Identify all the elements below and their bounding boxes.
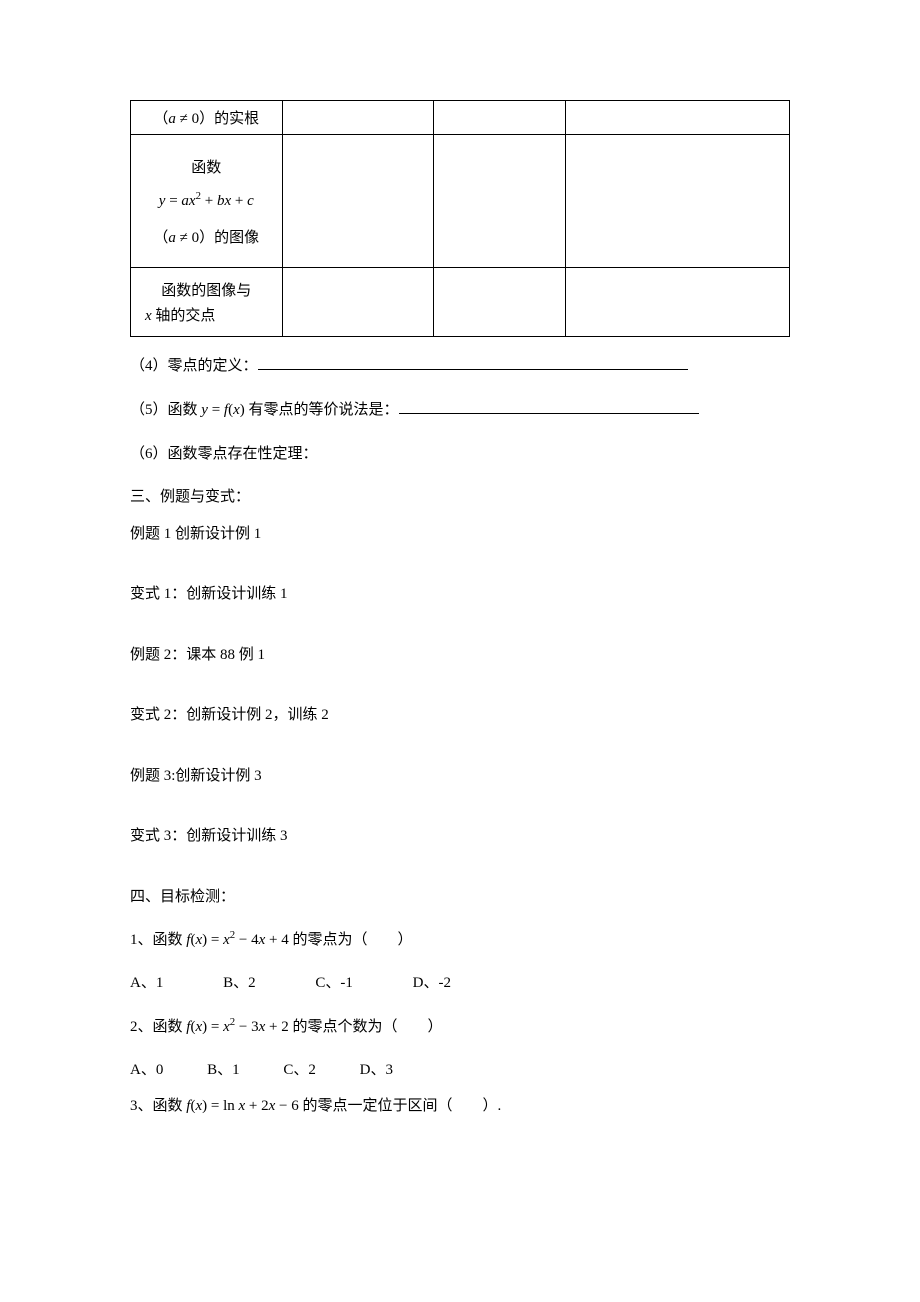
- section-3-title: 三、例题与变式：: [130, 483, 790, 512]
- cell-empty: [282, 268, 434, 337]
- math: ≠ 0: [176, 111, 199, 127]
- cell-empty: [565, 101, 789, 135]
- math: y = f(x): [201, 402, 244, 418]
- q1: 1、函数 f(x) = x2 − 4x + 4 的零点为（ ）: [130, 925, 790, 955]
- option-a: A、0: [130, 1056, 163, 1085]
- text: ）的实根: [199, 111, 259, 127]
- option-c: C、-1: [315, 969, 353, 998]
- variant-3: 变式 3：创新设计训练 3: [130, 822, 790, 851]
- cell-empty: [282, 135, 434, 268]
- cell-func-graph-label: 函数 y = ax2 + bx + c （a ≠ 0）的图像: [131, 135, 283, 268]
- q3: 3、函数 f(x) = ln x + 2x − 6 的零点一定位于区间（ ）.: [130, 1092, 790, 1121]
- text: 函数的图像与: [161, 279, 251, 300]
- text: 2、函数: [130, 1019, 186, 1035]
- text: （: [153, 230, 168, 246]
- math: f(x) = x2 − 4x + 4: [186, 932, 289, 948]
- text: 轴的交点: [152, 308, 216, 324]
- text: （4）零点的定义：: [130, 358, 258, 374]
- text: 1、函数: [130, 932, 186, 948]
- option-b: B、2: [223, 969, 256, 998]
- math: y = ax2 + bx + c: [159, 193, 254, 210]
- table-row: 函数 y = ax2 + bx + c （a ≠ 0）的图像: [131, 135, 790, 268]
- concept-table: （a ≠ 0）的实根 函数 y = ax2 + bx + c （a ≠ 0）的图…: [130, 100, 790, 337]
- text: 的零点为（ ）: [289, 932, 413, 948]
- variant-2: 变式 2：创新设计例 2，训练 2: [130, 701, 790, 730]
- text: （: [153, 111, 168, 127]
- text: 的零点一定位于区间（ ）.: [299, 1098, 502, 1114]
- cell-empty: [282, 101, 434, 135]
- example-1: 例题 1 创新设计例 1: [130, 520, 790, 549]
- text: x 轴的交点: [139, 304, 215, 325]
- q1-options: A、1 B、2 C、-1 D、-2: [130, 969, 790, 998]
- option-d: D、-2: [413, 969, 451, 998]
- text: （6）函数零点存在性定理：: [130, 446, 318, 462]
- fill-q4: （4）零点的定义：: [130, 351, 790, 381]
- text: 的零点个数为（ ）: [289, 1019, 443, 1035]
- fill-q5: （5）函数 y = f(x) 有零点的等价说法是：: [130, 395, 790, 425]
- fill-q6: （6）函数零点存在性定理：: [130, 439, 790, 469]
- cell-empty: [565, 268, 789, 337]
- option-b: B、1: [207, 1056, 240, 1085]
- blank-line: [258, 356, 688, 371]
- cell-empty: [434, 268, 566, 337]
- text: 函数: [191, 156, 221, 177]
- option-a: A、1: [130, 969, 163, 998]
- text: 3、函数: [130, 1098, 186, 1114]
- text: （5）函数: [130, 402, 201, 418]
- cell-empty: [434, 135, 566, 268]
- math: a: [168, 111, 176, 127]
- section-4-title: 四、目标检测：: [130, 883, 790, 912]
- math: x: [145, 308, 152, 324]
- text: 有零点的等价说法是：: [245, 402, 399, 418]
- math: f(x) = ln x + 2x − 6: [186, 1098, 299, 1114]
- table-row: （a ≠ 0）的实根: [131, 101, 790, 135]
- page: （a ≠ 0）的实根 函数 y = ax2 + bx + c （a ≠ 0）的图…: [0, 0, 920, 1189]
- cell-roots-label: （a ≠ 0）的实根: [131, 101, 283, 135]
- q2: 2、函数 f(x) = x2 − 3x + 2 的零点个数为（ ）: [130, 1012, 790, 1042]
- option-c: C、2: [283, 1056, 316, 1085]
- variant-1: 变式 1：创新设计训练 1: [130, 580, 790, 609]
- q2-options: A、0 B、1 C、2 D、3: [130, 1056, 790, 1085]
- table-row: 函数的图像与 x 轴的交点: [131, 268, 790, 337]
- blank-line: [399, 400, 699, 415]
- cell-empty: [434, 101, 566, 135]
- text: ）的图像: [199, 230, 259, 246]
- option-d: D、3: [360, 1056, 393, 1085]
- cell-empty: [565, 135, 789, 268]
- example-2: 例题 2：课本 88 例 1: [130, 641, 790, 670]
- cell-intersect-label: 函数的图像与 x 轴的交点: [131, 268, 283, 337]
- example-3: 例题 3:创新设计例 3: [130, 762, 790, 791]
- text: （a ≠ 0）的图像: [153, 226, 259, 247]
- math: f(x) = x2 − 3x + 2: [186, 1019, 289, 1035]
